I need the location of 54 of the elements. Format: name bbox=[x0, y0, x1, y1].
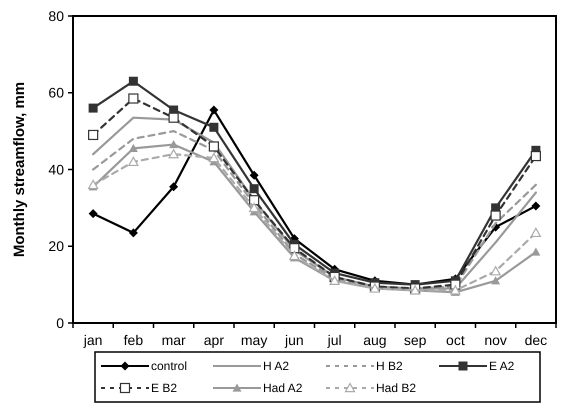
point bbox=[208, 141, 219, 152]
point bbox=[490, 266, 501, 276]
legend-label: Had B2 bbox=[376, 381, 416, 396]
x-tick-label: jan bbox=[82, 332, 102, 348]
point bbox=[88, 209, 98, 218]
point bbox=[88, 104, 98, 113]
point bbox=[531, 201, 540, 210]
point bbox=[168, 112, 179, 123]
x-tick-label: dec bbox=[524, 332, 548, 348]
point bbox=[88, 130, 98, 140]
x-tick-label: nov bbox=[484, 332, 507, 348]
legend-label: E B2 bbox=[151, 381, 178, 396]
legend-label: H A2 bbox=[263, 359, 290, 374]
legend-label: Had A2 bbox=[263, 381, 303, 396]
x-tick-label: sep bbox=[404, 332, 427, 348]
legend-label: H B2 bbox=[376, 359, 404, 374]
point bbox=[530, 150, 541, 162]
point bbox=[250, 184, 259, 194]
point bbox=[530, 228, 541, 238]
point bbox=[209, 122, 218, 132]
y-tick-label: 0 bbox=[56, 314, 64, 331]
point bbox=[128, 76, 138, 86]
x-tick-label: may bbox=[240, 332, 268, 348]
point bbox=[128, 93, 138, 104]
legend-label: E A2 bbox=[489, 359, 515, 374]
point bbox=[168, 149, 179, 158]
x-tick-label: feb bbox=[124, 332, 144, 348]
x-tick-label: jun bbox=[284, 332, 304, 348]
y-tick-label: 80 bbox=[48, 8, 64, 24]
point bbox=[128, 156, 138, 166]
y-tick-label: 20 bbox=[48, 238, 64, 254]
point bbox=[128, 144, 138, 152]
x-tick-label: aug bbox=[363, 332, 387, 348]
point bbox=[249, 202, 260, 212]
y-tick-label: 40 bbox=[48, 161, 64, 178]
point bbox=[209, 106, 218, 115]
x-tick-label: mar bbox=[162, 332, 186, 348]
point bbox=[490, 210, 501, 221]
legend-label: control bbox=[151, 359, 188, 374]
point bbox=[208, 152, 219, 162]
point bbox=[491, 276, 500, 284]
point bbox=[450, 285, 460, 295]
y-axis-title: Monthly streamflow, mm bbox=[11, 82, 28, 258]
x-tick-label: apr bbox=[204, 332, 224, 348]
point bbox=[169, 140, 178, 148]
point bbox=[289, 250, 300, 260]
x-tick-label: oct bbox=[446, 332, 465, 348]
point bbox=[250, 170, 259, 180]
point bbox=[249, 195, 260, 206]
point bbox=[128, 228, 138, 238]
point bbox=[88, 180, 98, 190]
y-tick-label: 60 bbox=[48, 84, 64, 101]
point bbox=[169, 182, 178, 192]
x-tick-label: jul bbox=[326, 332, 342, 348]
